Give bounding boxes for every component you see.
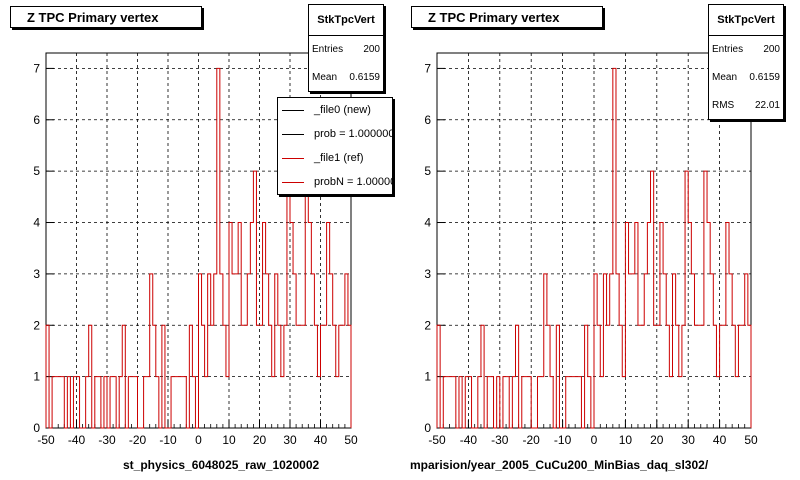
x-tick-label: -20: [129, 433, 147, 447]
x-tick-label: -50: [428, 433, 446, 447]
x-tick-label: 40: [713, 433, 727, 447]
y-tick-label: 5: [33, 164, 40, 178]
panel-1-stats-label: Entries: [712, 44, 744, 55]
y-tick-label: 0: [33, 421, 40, 435]
panel-0-legend: _file0 (new) prob = 1.000000 _file1 (ref…: [277, 97, 393, 195]
y-tick-label: 3: [424, 267, 431, 281]
legend-label: _file1 (ref): [314, 152, 364, 164]
panel-1-stats-row-mean: Mean 0.6159: [709, 64, 783, 92]
panel-1-stats-label: Mean: [712, 72, 738, 83]
y-tick-label: 2: [424, 318, 431, 332]
panel-0-title: Z TPC Primary vertex: [10, 6, 202, 28]
legend-entry: _file1 (ref): [278, 146, 392, 170]
panel-1-stats-box: StkTpcVert Entries 200 Mean 0.6159 RMS 2…: [708, 4, 784, 120]
x-tick-label: -40: [460, 433, 478, 447]
legend-swatch: [282, 134, 304, 135]
histogram-series-line: [436, 67, 752, 429]
x-tick-label: -50: [37, 433, 55, 447]
panel-0-stats-row-mean: Mean 0.6159: [309, 64, 383, 92]
panel-1-stats-value: 200: [763, 44, 780, 55]
legend-swatch: [282, 158, 304, 159]
x-tick-label: 40: [314, 433, 328, 447]
y-tick-label: 3: [33, 267, 40, 281]
panel-0-footer: st_physics_6048025_raw_1020002: [123, 458, 320, 472]
y-tick-label: 0: [424, 421, 431, 435]
y-tick-label: 1: [33, 370, 40, 384]
x-tick-label: 10: [222, 433, 236, 447]
x-tick-label: 20: [253, 433, 267, 447]
x-tick-label: -20: [523, 433, 541, 447]
panel-1-title: Z TPC Primary vertex: [411, 6, 603, 28]
x-tick-label: 30: [682, 433, 696, 447]
panel-1-stats-value: 22.01: [754, 100, 780, 111]
legend-label: probN = 1.000000: [314, 176, 392, 188]
x-tick-label: 30: [283, 433, 297, 447]
x-tick-label: -10: [554, 433, 572, 447]
x-tick-label: 50: [344, 433, 358, 447]
panel-0-stats-label: Entries: [312, 44, 344, 55]
legend-swatch: [282, 182, 304, 183]
y-tick-label: 6: [424, 113, 431, 127]
y-tick-label: 2: [33, 318, 40, 332]
histogram-series-line: [45, 67, 352, 429]
panel-1-stats-row-entries: Entries 200: [709, 36, 783, 64]
x-tick-label: 50: [744, 433, 758, 447]
x-tick-label: -10: [159, 433, 177, 447]
legend-swatch: [282, 110, 304, 111]
y-tick-label: 1: [424, 370, 431, 384]
legend-label: prob = 1.000000: [314, 128, 393, 140]
x-tick-label: -40: [68, 433, 86, 447]
panel-0-stats-label: Mean: [312, 72, 338, 83]
legend-label: _file0 (new): [314, 104, 371, 116]
y-tick-label: 4: [33, 216, 40, 230]
panel-0-stats-name: StkTpcVert: [309, 5, 383, 36]
x-tick-label: 20: [650, 433, 664, 447]
panel-0-stats-box: StkTpcVert Entries 200 Mean 0.6159: [308, 4, 384, 92]
panel-1-footer: mparision/year_2005_CuCu200_MinBias_daq_…: [410, 458, 709, 472]
y-tick-label: 7: [33, 61, 40, 75]
y-tick-label: 4: [424, 216, 431, 230]
panel-1-stats-row-rms: RMS 22.01: [709, 92, 783, 120]
x-tick-label: -30: [491, 433, 509, 447]
panel-1-stats-value: 0.6159: [749, 72, 780, 83]
legend-entry: probN = 1.000000: [278, 170, 392, 194]
x-tick-label: 0: [195, 433, 202, 447]
panel-1-stats-label: RMS: [712, 100, 735, 111]
legend-entry: prob = 1.000000: [278, 122, 392, 146]
panel-0-title-text: Z TPC Primary vertex: [27, 10, 159, 25]
panel-0-stats-row-entries: Entries 200: [309, 36, 383, 64]
x-tick-label: 0: [591, 433, 598, 447]
y-tick-label: 7: [424, 61, 431, 75]
panel-0-stats-value: 200: [363, 44, 380, 55]
y-tick-label: 6: [33, 113, 40, 127]
panel-0-stats-value: 0.6159: [349, 72, 380, 83]
y-tick-label: 5: [424, 164, 431, 178]
legend-entry: _file0 (new): [278, 98, 392, 122]
x-tick-label: -30: [98, 433, 116, 447]
x-tick-label: 10: [619, 433, 633, 447]
panel-1-title-text: Z TPC Primary vertex: [428, 10, 560, 25]
panel-1-stats-name: StkTpcVert: [709, 5, 783, 36]
